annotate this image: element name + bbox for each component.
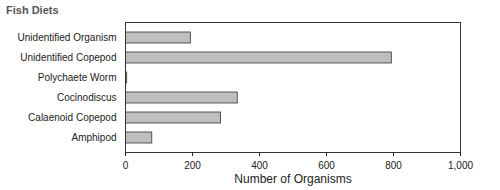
svg-text:600: 600 (318, 160, 335, 171)
svg-text:200: 200 (184, 160, 201, 171)
svg-text:Amphipod: Amphipod (71, 132, 116, 143)
svg-text:Polychaete Worm: Polychaete Worm (38, 72, 117, 83)
svg-text:Calaenoid Copepod: Calaenoid Copepod (28, 112, 116, 123)
svg-text:1,000: 1,000 (448, 160, 473, 171)
svg-text:Unidentified Copepod: Unidentified Copepod (20, 52, 116, 63)
svg-text:Unidentified Organism: Unidentified Organism (18, 32, 117, 43)
svg-text:Number of Organisms: Number of Organisms (234, 172, 351, 186)
svg-text:0: 0 (123, 160, 129, 171)
html-text:Fish Diets: Fish Diets (6, 4, 59, 16)
svg-text:400: 400 (251, 160, 268, 171)
svg-text:Cocinodiscus: Cocinodiscus (57, 92, 116, 103)
svg-text:800: 800 (385, 160, 402, 171)
